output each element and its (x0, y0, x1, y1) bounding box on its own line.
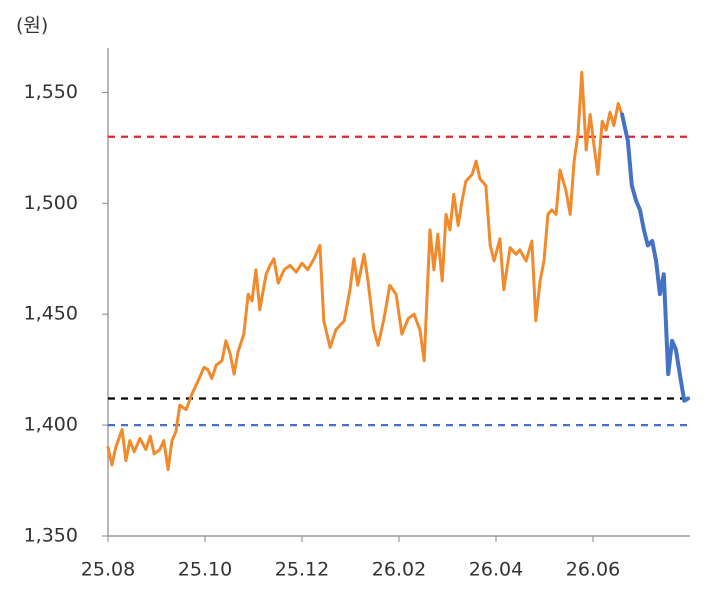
x-tick-label: 26.02 (372, 559, 426, 581)
x-tick-label: 26.06 (566, 559, 620, 581)
y-tick-label: 1,400 (24, 414, 78, 436)
x-tick-label: 25.10 (178, 559, 232, 581)
y-tick-label: 1,500 (24, 192, 78, 214)
series-line (106, 70, 624, 471)
series-line (620, 112, 691, 403)
x-tick-label: 26.04 (469, 559, 523, 581)
y-tick-label: 1,550 (24, 81, 78, 103)
y-tick-label: 1,350 (24, 525, 78, 547)
y-axis-label: (원) (16, 15, 48, 37)
y-tick-label: 1,450 (24, 303, 78, 325)
x-tick-label: 25.08 (81, 559, 135, 581)
x-tick-label: 25.12 (275, 559, 329, 581)
